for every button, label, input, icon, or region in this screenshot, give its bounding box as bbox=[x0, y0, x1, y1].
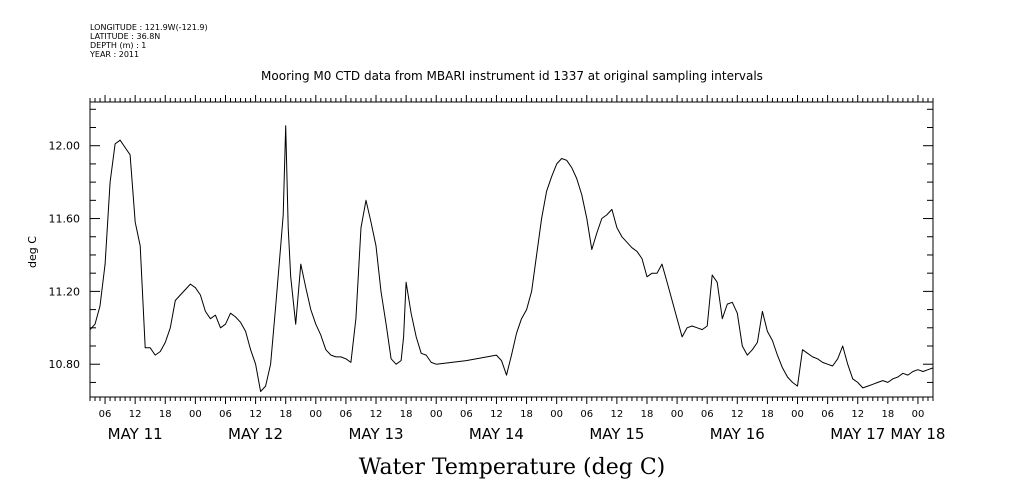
x-hour-label: 00 bbox=[550, 409, 563, 420]
x-axis-label: Water Temperature (deg C) bbox=[359, 455, 666, 480]
x-hour-label: 00 bbox=[912, 409, 925, 420]
y-axis-label: deg C bbox=[26, 236, 39, 268]
x-hour-label: 12 bbox=[129, 409, 142, 420]
x-hour-label: 12 bbox=[370, 409, 383, 420]
x-hour-label: 06 bbox=[460, 409, 473, 420]
x-hour-label: 06 bbox=[340, 409, 353, 420]
x-hour-label: 18 bbox=[279, 409, 292, 420]
x-hour-label: 12 bbox=[731, 409, 744, 420]
y-axis-ticks: 10.80 11.20 11.60 12.00 bbox=[49, 108, 933, 383]
x-hour-label: 12 bbox=[611, 409, 624, 420]
y-tick-label: 11.20 bbox=[49, 285, 81, 298]
x-hour-label: 18 bbox=[881, 409, 894, 420]
x-day-label: MAY 17 bbox=[830, 425, 885, 443]
x-day-label: MAY 13 bbox=[348, 425, 403, 443]
y-tick-label: 10.80 bbox=[49, 358, 81, 371]
longitude-label: LONGITUDE : 121.9W(-121.9) bbox=[90, 23, 208, 32]
series-layer bbox=[89, 125, 934, 392]
x-hour-label: 00 bbox=[189, 409, 202, 420]
x-hour-label: 06 bbox=[821, 409, 834, 420]
x-day-label: MAY 15 bbox=[589, 425, 644, 443]
x-hour-label: 18 bbox=[641, 409, 654, 420]
x-hour-label: 00 bbox=[671, 409, 684, 420]
x-day-label: MAY 18 bbox=[890, 425, 945, 443]
chart-title: Mooring M0 CTD data from MBARI instrumen… bbox=[261, 69, 763, 83]
x-hour-label: 12 bbox=[249, 409, 262, 420]
x-hour-label: 06 bbox=[701, 409, 714, 420]
x-day-label: MAY 12 bbox=[228, 425, 283, 443]
x-hour-label: 18 bbox=[520, 409, 533, 420]
x-hour-label: 18 bbox=[159, 409, 172, 420]
series-line-water-temperature bbox=[89, 125, 934, 392]
x-hour-label: 12 bbox=[851, 409, 864, 420]
x-hour-label: 00 bbox=[791, 409, 804, 420]
x-hour-label: 00 bbox=[430, 409, 443, 420]
x-day-label: MAY 11 bbox=[108, 425, 163, 443]
y-tick-label: 12.00 bbox=[49, 140, 81, 153]
x-hour-label: 06 bbox=[580, 409, 593, 420]
x-hour-label: 18 bbox=[400, 409, 413, 420]
x-day-label: MAY 14 bbox=[469, 425, 524, 443]
depth-label: DEPTH (m) : 1 bbox=[90, 41, 146, 50]
x-hour-label: 06 bbox=[99, 409, 112, 420]
x-axis-ticks: 06 12 18 00 06 12 18 00 06 12 18 00 06 12 18 00 06 12 18 00… bbox=[89, 95, 945, 443]
x-hour-label: 18 bbox=[761, 409, 774, 420]
x-hour-label: 00 bbox=[309, 409, 322, 420]
y-tick-label: 11.60 bbox=[49, 213, 81, 226]
x-hour-label: 06 bbox=[219, 409, 232, 420]
x-hour-label: 12 bbox=[490, 409, 503, 420]
x-day-label: MAY 16 bbox=[710, 425, 765, 443]
year-label: YEAR : 2011 bbox=[89, 50, 139, 59]
latitude-label: LATITUDE : 36.8N bbox=[90, 32, 160, 41]
